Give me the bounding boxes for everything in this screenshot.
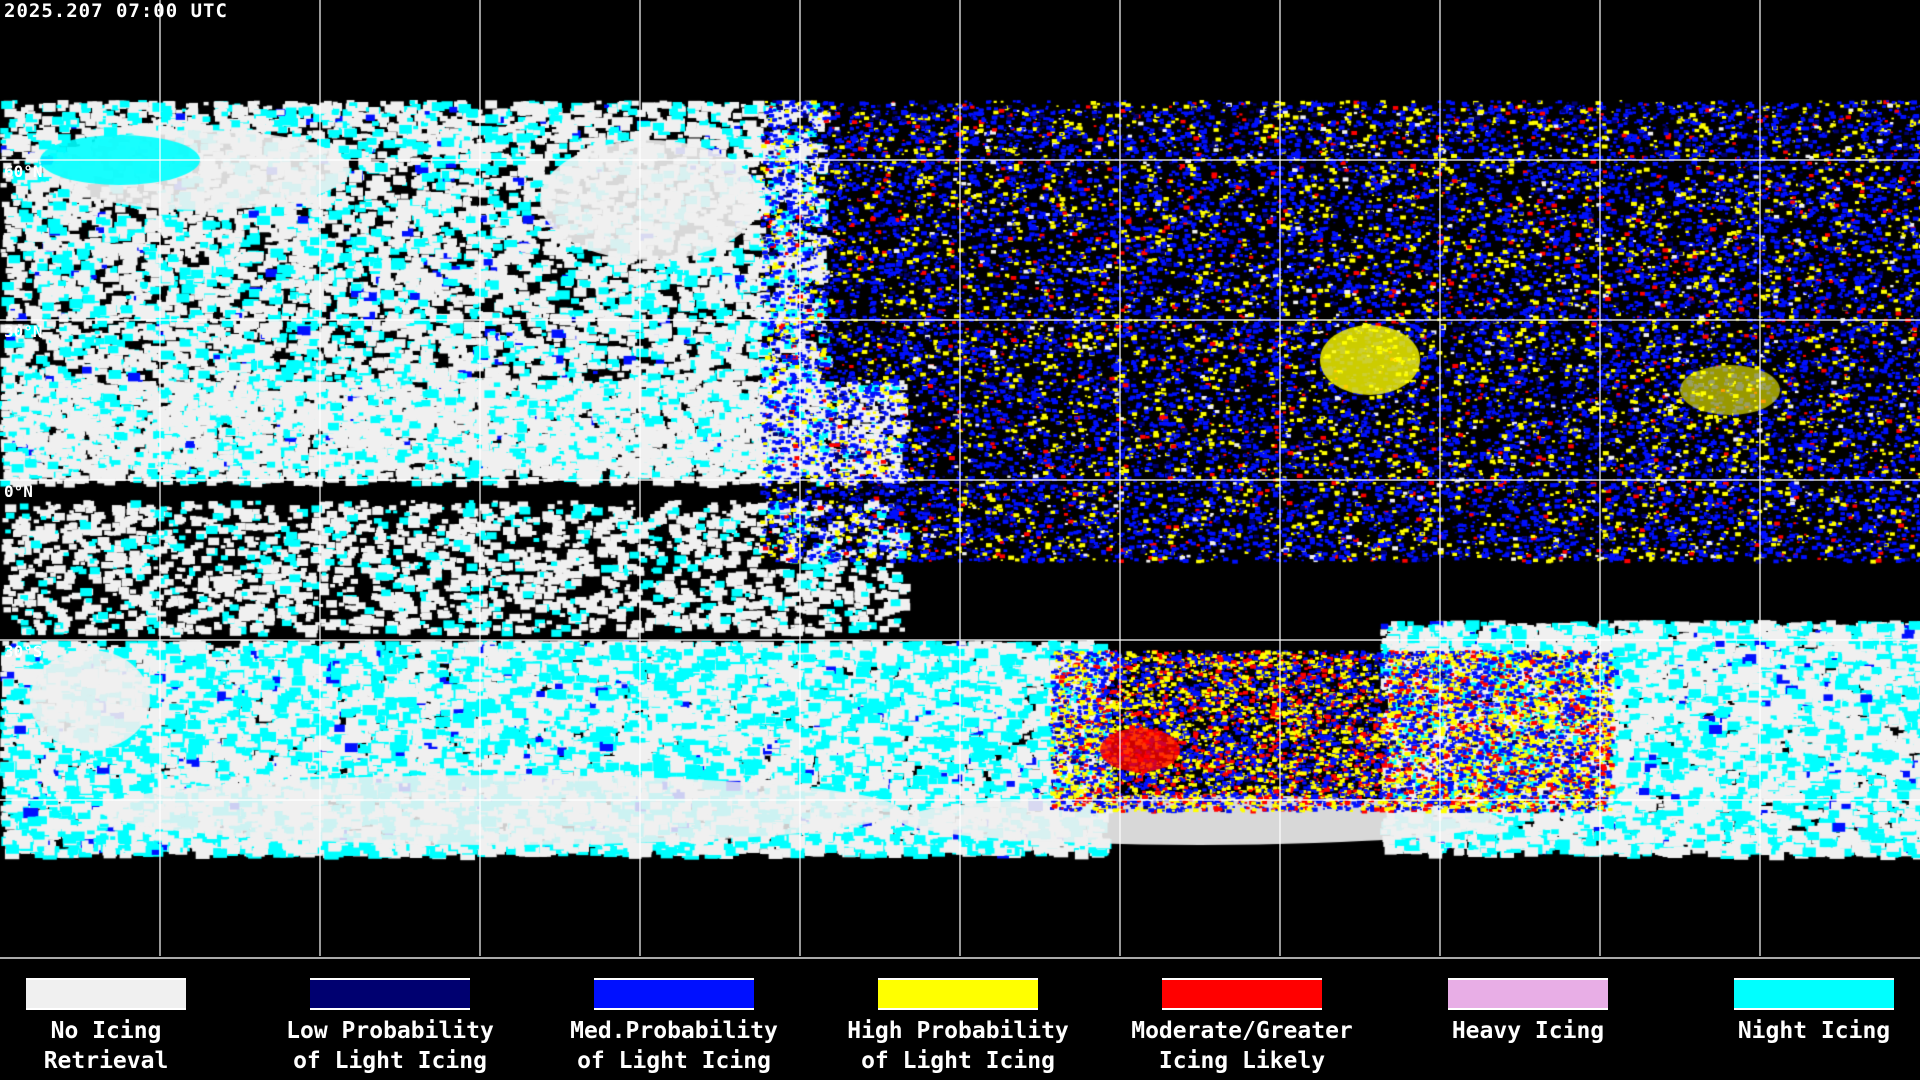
legend-divider: [0, 957, 1920, 959]
lat-label-60n: 60°N: [4, 162, 43, 181]
legend-label: Med.Probability: [570, 1018, 778, 1044]
legend-label: Icing Likely: [1158, 1048, 1326, 1074]
legend-item-heavy-icing: Heavy Icing: [1408, 975, 1648, 1046]
legend-label: Retrieval: [43, 1048, 169, 1074]
legend-swatch: [594, 978, 754, 1010]
legend-label: High Probability: [847, 1018, 1069, 1044]
legend-item-no-icing: No Icing Retrieval: [0, 975, 226, 1076]
legend-swatch: [310, 978, 470, 1010]
legend-item-med-probability: Med.Probability of Light Icing: [554, 975, 794, 1076]
legend-swatch: [26, 978, 186, 1010]
legend-swatch: [1162, 978, 1322, 1010]
legend-swatch: [1448, 978, 1608, 1010]
legend-item-moderate-greater: Moderate/Greater Icing Likely: [1122, 975, 1362, 1076]
icing-map: 2025.207 07:00 UTC 60°N 30°N 0°N 30°S: [0, 0, 1920, 956]
legend-swatch: [1734, 978, 1894, 1010]
legend-label: Low Probability: [286, 1018, 494, 1044]
legend-item-low-probability: Low Probability of Light Icing: [270, 975, 510, 1076]
timestamp-title: 2025.207 07:00 UTC: [4, 0, 228, 22]
legend-item-high-probability: High Probability of Light Icing: [838, 975, 1078, 1076]
lat-label-0n: 0°N: [4, 482, 33, 501]
legend-label: Moderate/Greater: [1131, 1018, 1353, 1044]
legend: No Icing Retrieval Low Probability of Li…: [0, 975, 1920, 1080]
legend-label: of Light Icing: [293, 1048, 487, 1074]
lat-label-30n: 30°N: [4, 322, 43, 341]
legend-label: of Light Icing: [861, 1048, 1055, 1074]
legend-item-night-icing: Night Icing: [1694, 975, 1920, 1046]
legend-label: Night Icing: [1737, 1018, 1891, 1044]
legend-label: of Light Icing: [577, 1048, 771, 1074]
lat-label-30s: 30°S: [4, 642, 43, 661]
legend-label: Heavy Icing: [1451, 1018, 1605, 1044]
legend-swatch: [878, 978, 1038, 1010]
legend-label: No Icing: [50, 1018, 162, 1044]
lat-lon-grid: [0, 0, 1920, 956]
